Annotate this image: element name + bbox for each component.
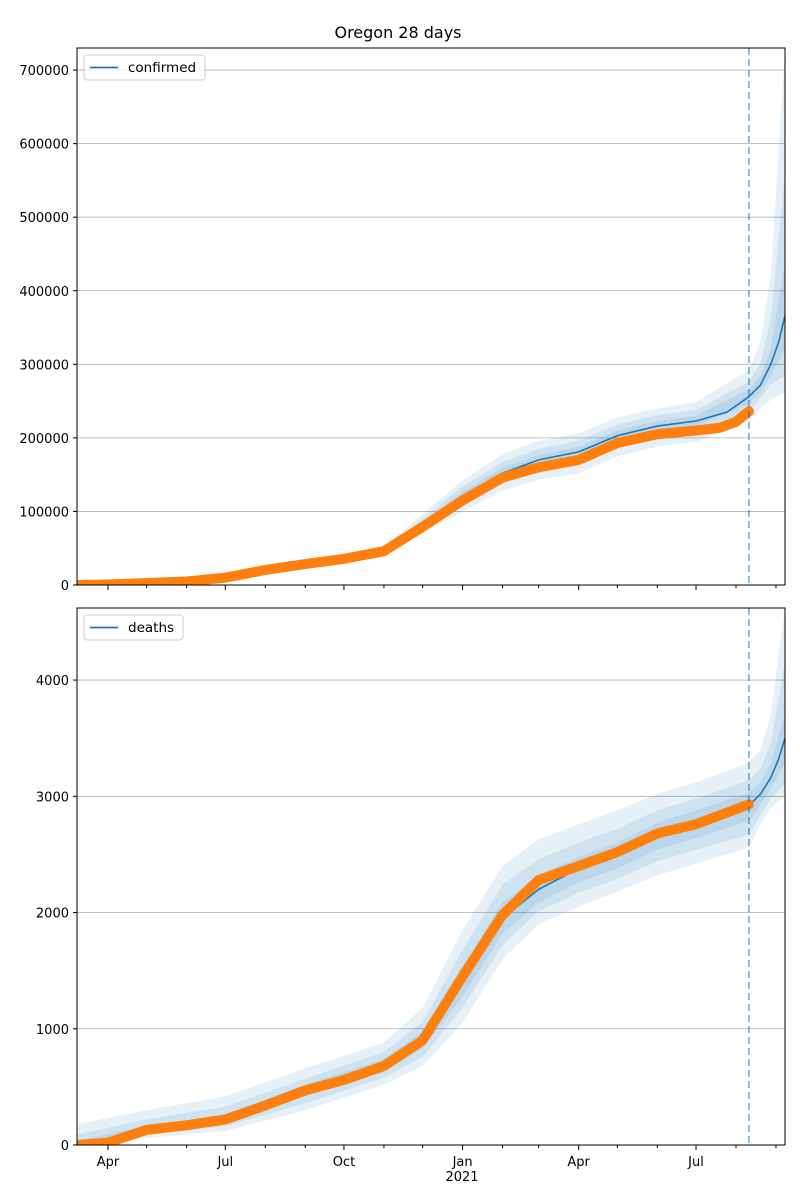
uncertainty-band — [77, 662, 785, 1145]
plot-area — [77, 608, 785, 1145]
legend-box — [83, 54, 206, 81]
y-tick-label: 0 — [61, 1139, 69, 1154]
y-tick-label: 1000 — [36, 1023, 69, 1038]
deaths-panel: 0 1000 2000 3000 4000 Apr Jul Oct Jan Apr Jul death… — [36, 607, 786, 1170]
x-year-label: 2021 — [445, 1170, 478, 1185]
legend-box — [83, 614, 184, 641]
legend: deaths — [83, 614, 184, 641]
legend-label: deaths — [128, 620, 174, 636]
uncertainty-band — [383, 48, 785, 555]
y-tick-label: 2000 — [36, 907, 69, 922]
x-tick-label: Apr — [567, 1155, 590, 1170]
y-tick-label: 200000 — [19, 432, 69, 447]
x-tick-label: Oct — [333, 1155, 355, 1170]
uncertainty-band — [77, 712, 785, 1145]
x-tick-label: Jul — [216, 1155, 233, 1170]
plot-area — [77, 48, 785, 585]
x-tick-label: Jan — [452, 1155, 473, 1170]
observed-point — [743, 799, 754, 810]
y-tick-label: 500000 — [19, 211, 69, 226]
y-tick-label: 0 — [61, 579, 69, 594]
y-tick-label: 300000 — [19, 358, 69, 373]
y-tick-label: 4000 — [36, 674, 69, 689]
uncertainty-band — [77, 608, 785, 1145]
axes-frame — [76, 47, 786, 586]
model-line — [77, 315, 785, 585]
y-tick-label: 3000 — [36, 790, 69, 805]
uncertainty-band — [383, 173, 785, 553]
chart-title: Oregon 28 days — [334, 23, 461, 42]
confirmed-panel: 0 100000 200000 300000 400000 500000 600000 700… — [19, 47, 786, 594]
y-tick-label: 100000 — [19, 505, 69, 520]
x-tick-label: Jul — [687, 1155, 704, 1170]
legend: confirmed — [83, 54, 206, 81]
y-tick-label: 400000 — [19, 285, 69, 300]
y-tick-label: 700000 — [19, 64, 69, 79]
x-tick-label: Apr — [97, 1155, 120, 1170]
legend-label: confirmed — [128, 60, 196, 76]
uncertainty-band — [383, 261, 785, 552]
y-tick-label: 600000 — [19, 138, 69, 153]
axes-frame — [76, 607, 786, 1146]
